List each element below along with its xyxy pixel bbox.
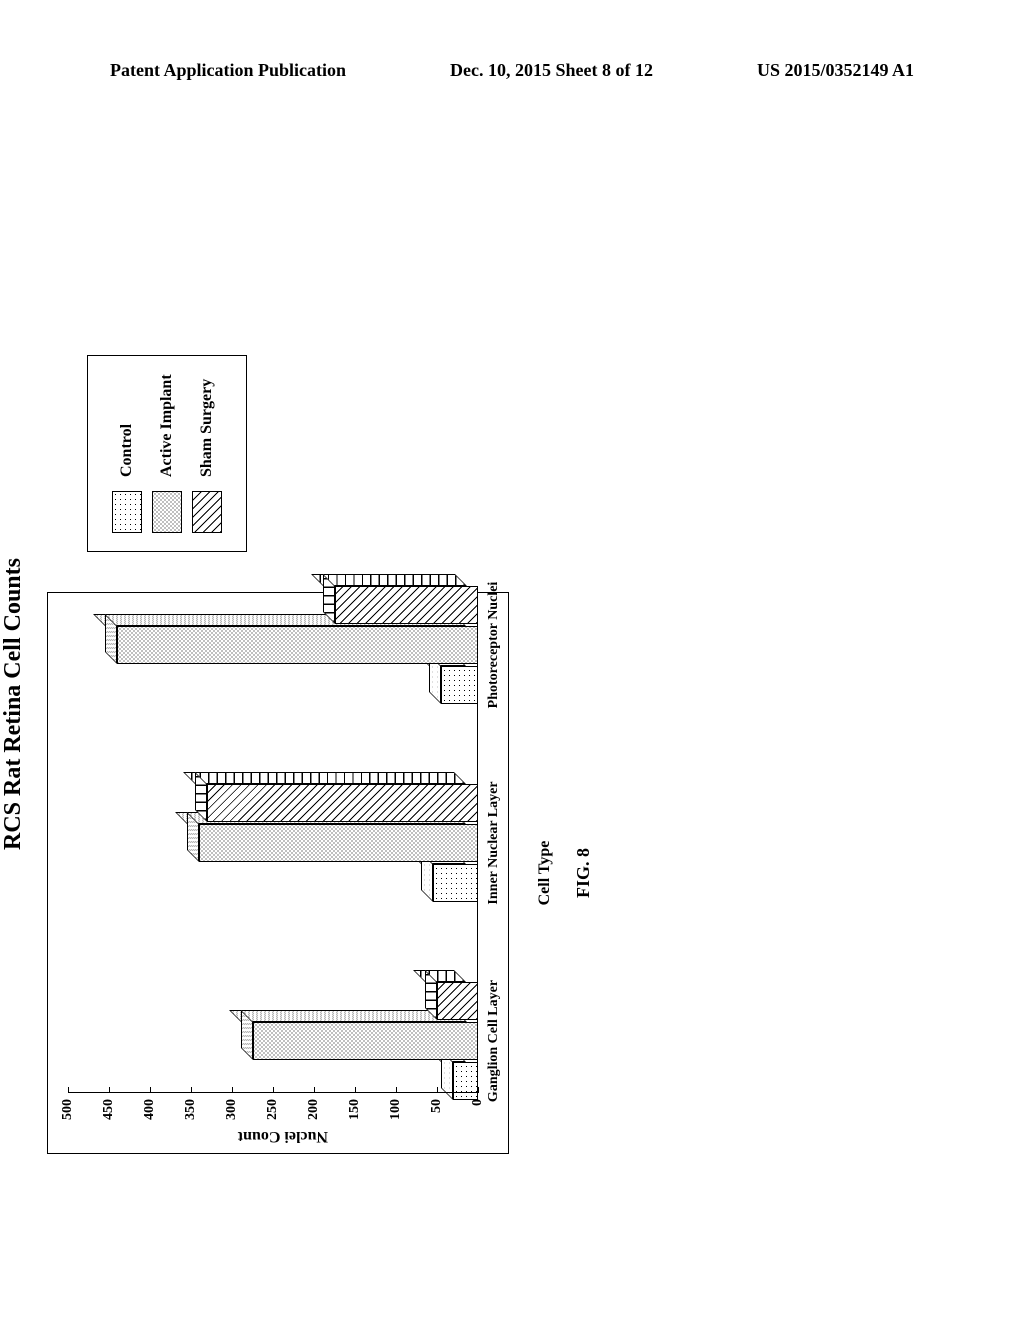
bar-front — [117, 626, 478, 664]
figure-inner: RCS Rat Retina Cell Counts 0501001502002… — [0, 254, 900, 1154]
bar — [335, 586, 479, 624]
category-label: Ganglion Cell Layer — [478, 980, 502, 1102]
bar — [453, 1062, 478, 1100]
plot-area: 050100150200250300350400450500Ganglion C… — [68, 613, 478, 1093]
figure-label: FIG. 8 — [573, 593, 594, 1153]
bar-side — [183, 772, 466, 784]
category-label: Photoreceptor Nuclei — [478, 582, 502, 709]
y-tick: 300 — [224, 1093, 240, 1120]
chart-plot-box: 050100150200250300350400450500Ganglion C… — [47, 592, 509, 1154]
bar — [433, 864, 478, 902]
legend-label: Active Implant — [158, 374, 176, 477]
chart-row: 050100150200250300350400450500Ganglion C… — [47, 254, 509, 1154]
bar-front — [453, 1062, 478, 1100]
bar — [253, 1022, 479, 1060]
y-tick: 200 — [306, 1093, 322, 1120]
bar — [437, 982, 478, 1020]
y-tick: 400 — [142, 1093, 158, 1120]
bar-front — [199, 824, 478, 862]
y-tick: 250 — [265, 1093, 281, 1120]
bar — [117, 626, 478, 664]
bar — [207, 784, 478, 822]
y-tick: 350 — [183, 1093, 199, 1120]
bar-front — [433, 864, 478, 902]
y-tick: 450 — [101, 1093, 117, 1120]
y-axis-line — [68, 1092, 478, 1093]
page-header: Patent Application Publication Dec. 10, … — [0, 60, 1024, 81]
bar — [441, 666, 478, 704]
figure-rotated-container: RCS Rat Retina Cell Counts 0501001502002… — [0, 180, 1000, 1204]
bar-front — [335, 586, 479, 624]
y-tick: 50 — [429, 1093, 445, 1113]
bar-side — [413, 970, 466, 982]
category-label: Inner Nuclear Layer — [478, 781, 502, 904]
bar-front — [253, 1022, 479, 1060]
y-tick: 500 — [60, 1093, 76, 1120]
x-axis-line — [477, 613, 478, 1093]
header-right: US 2015/0352149 A1 — [757, 60, 914, 81]
x-axis-label: Cell Type — [536, 593, 554, 1153]
legend-row: Sham Surgery — [192, 374, 222, 533]
chart-title: RCS Rat Retina Cell Counts — [0, 254, 27, 1154]
y-tick: 150 — [347, 1093, 363, 1120]
bar-front — [441, 666, 478, 704]
legend: Control Active Implant Sham Surgery — [87, 355, 247, 552]
bar-front — [207, 784, 478, 822]
legend-swatch — [192, 491, 222, 533]
bar-front — [437, 982, 478, 1020]
header-left: Patent Application Publication — [110, 60, 346, 81]
legend-row: Active Implant — [152, 374, 182, 533]
legend-row: Control — [112, 374, 142, 533]
y-axis-label: Nuclei Count — [238, 1127, 328, 1145]
legend-swatch — [112, 491, 142, 533]
header-center: Dec. 10, 2015 Sheet 8 of 12 — [450, 60, 653, 81]
legend-swatch — [152, 491, 182, 533]
legend-label: Control — [118, 424, 136, 477]
legend-label: Sham Surgery — [198, 379, 216, 477]
bar — [199, 824, 478, 862]
y-tick: 100 — [388, 1093, 404, 1120]
